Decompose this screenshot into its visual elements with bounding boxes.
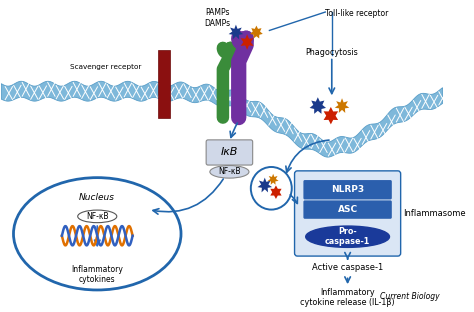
- Text: Toll-like receptor: Toll-like receptor: [325, 9, 389, 18]
- FancyBboxPatch shape: [303, 200, 392, 219]
- Text: Pro-
caspase-1: Pro- caspase-1: [325, 227, 370, 246]
- Text: Active caspase-1: Active caspase-1: [312, 263, 383, 272]
- Text: Nucleus: Nucleus: [79, 193, 115, 202]
- Text: Inflammasome: Inflammasome: [403, 209, 466, 218]
- Polygon shape: [257, 178, 272, 193]
- Text: NF-κB: NF-κB: [218, 167, 241, 176]
- Ellipse shape: [306, 226, 390, 247]
- Text: ASC: ASC: [337, 205, 358, 214]
- Text: NF-κB: NF-κB: [86, 212, 109, 221]
- Text: Inflammatory
cytokines: Inflammatory cytokines: [71, 265, 123, 284]
- Text: NLRP3: NLRP3: [331, 185, 364, 194]
- Polygon shape: [250, 26, 263, 38]
- Polygon shape: [324, 107, 338, 124]
- Bar: [158, 50, 170, 118]
- Ellipse shape: [13, 178, 181, 290]
- FancyBboxPatch shape: [303, 180, 392, 199]
- Text: IκB: IκB: [221, 148, 238, 158]
- Text: PAMPs
DAMPs: PAMPs DAMPs: [204, 8, 230, 27]
- Circle shape: [251, 167, 292, 210]
- FancyBboxPatch shape: [206, 140, 253, 165]
- Text: Scavenger receptor: Scavenger receptor: [70, 64, 141, 70]
- Ellipse shape: [78, 210, 117, 223]
- Polygon shape: [335, 98, 349, 113]
- Polygon shape: [228, 25, 243, 39]
- Ellipse shape: [210, 166, 249, 178]
- Text: Phagocytosis: Phagocytosis: [305, 48, 358, 57]
- Text: Inflammatory
cytokine release (IL-1β): Inflammatory cytokine release (IL-1β): [301, 288, 395, 307]
- Polygon shape: [310, 97, 326, 114]
- Text: Current Biology: Current Biology: [380, 292, 440, 301]
- Polygon shape: [268, 174, 279, 185]
- Polygon shape: [1, 81, 443, 157]
- Polygon shape: [241, 34, 254, 50]
- FancyBboxPatch shape: [294, 171, 401, 256]
- Polygon shape: [270, 185, 282, 199]
